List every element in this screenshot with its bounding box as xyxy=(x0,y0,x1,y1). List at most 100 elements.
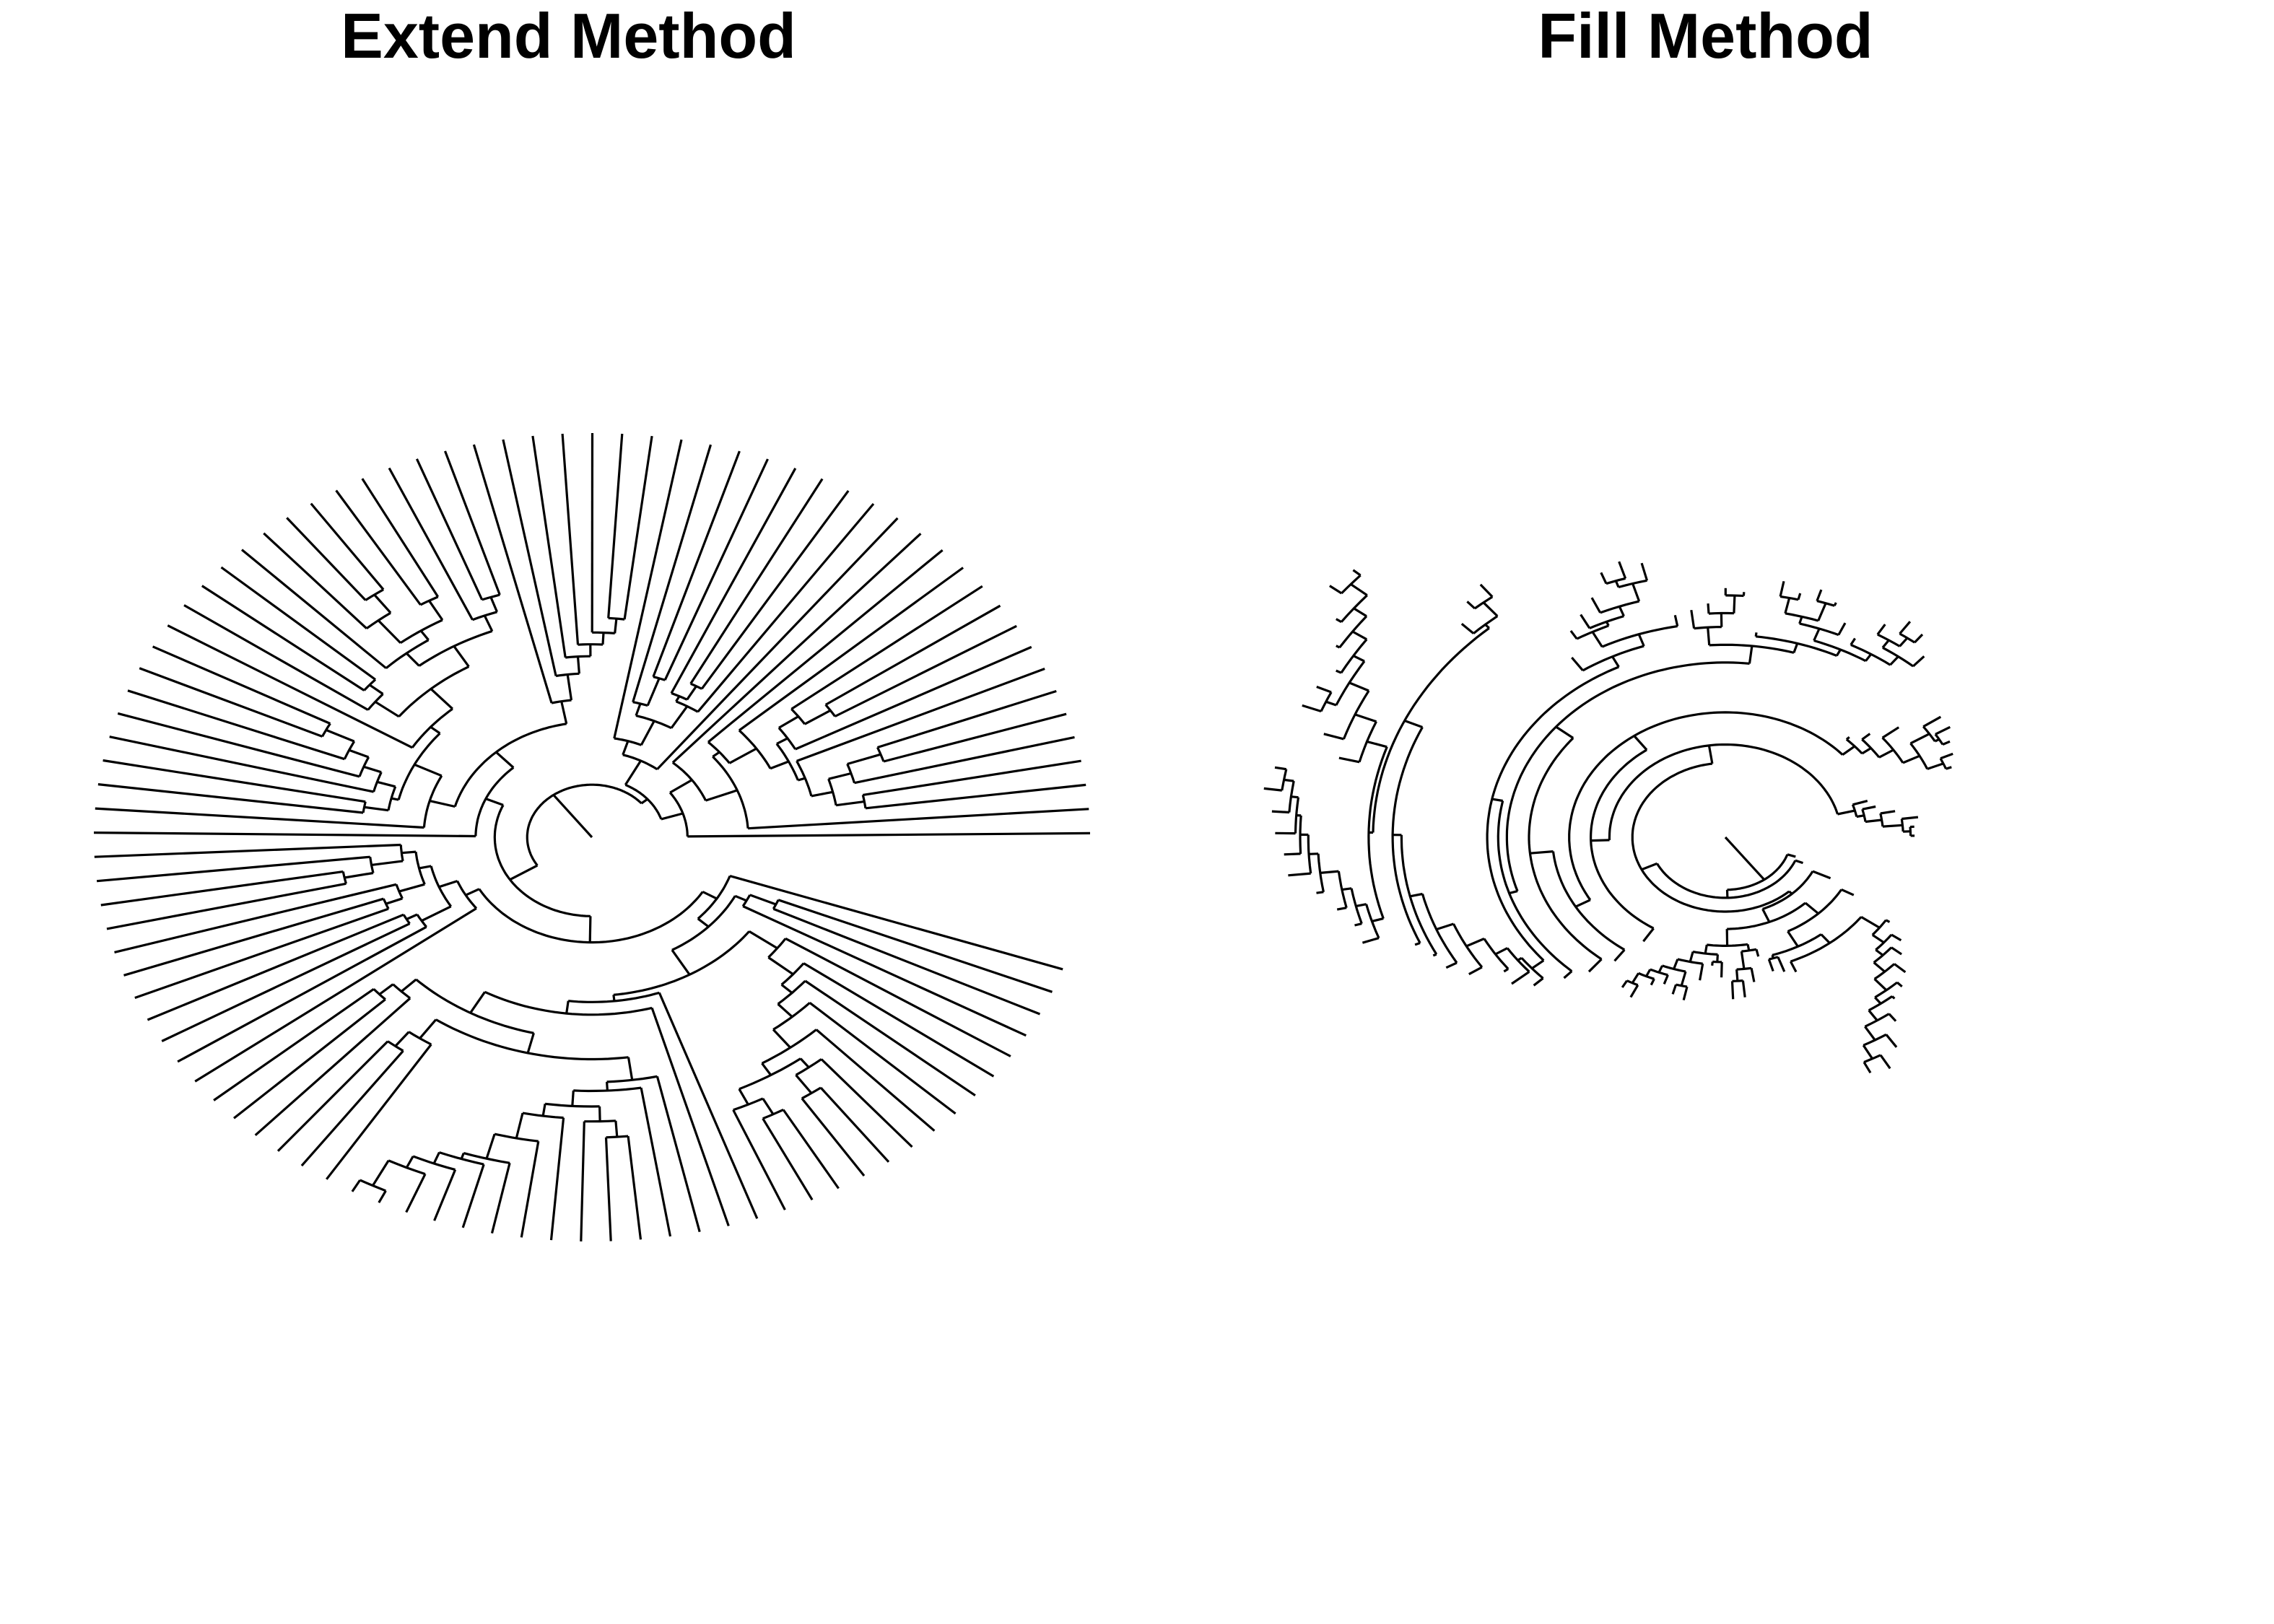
internal-branch xyxy=(576,656,580,674)
tip-branch xyxy=(1888,1013,1897,1022)
tip-branch xyxy=(326,1044,432,1180)
internal-branch xyxy=(1784,598,1791,614)
tip-branch xyxy=(796,668,1045,762)
tip-branch xyxy=(687,831,1091,838)
tip-branch xyxy=(1894,963,1907,974)
internal-branch xyxy=(1813,628,1821,642)
tip-branch xyxy=(1336,645,1341,649)
tip-branch xyxy=(1511,970,1530,985)
clade-arc xyxy=(1868,995,1893,1012)
internal-branch xyxy=(429,800,456,808)
internal-branch xyxy=(686,685,697,701)
internal-branch xyxy=(712,751,720,758)
tip-branch xyxy=(127,689,345,761)
tip-branch xyxy=(1861,733,1871,741)
tip-branch xyxy=(1912,655,1925,668)
clade-arc xyxy=(777,979,806,1005)
clade-arc xyxy=(373,772,383,793)
internal-branch xyxy=(1856,814,1865,818)
internal-branch xyxy=(495,751,515,769)
internal-branch xyxy=(1641,862,1658,871)
clade-arc xyxy=(592,631,615,634)
internal-branch xyxy=(640,798,648,805)
tip-branch xyxy=(785,937,1011,1057)
tip-branch xyxy=(300,1049,404,1167)
tip-branch xyxy=(1503,968,1510,973)
clade-arc xyxy=(555,672,580,678)
internal-branch xyxy=(770,760,790,770)
internal-branch xyxy=(1354,713,1377,723)
internal-branch xyxy=(1733,595,1736,614)
internal-branch xyxy=(1704,944,1708,954)
internal-branch xyxy=(1735,969,1739,982)
internal-branch xyxy=(835,800,865,807)
tip-branch xyxy=(1663,974,1669,985)
clade-arc xyxy=(1320,691,1333,712)
internal-branch xyxy=(1761,908,1771,923)
tip-branch xyxy=(742,905,1027,1037)
clade-arc xyxy=(398,665,470,717)
clade-arc xyxy=(1864,1013,1890,1028)
clade-arc xyxy=(1299,815,1302,854)
internal-branch xyxy=(811,790,833,798)
clade-arc xyxy=(1589,615,1624,629)
internal-branch xyxy=(385,897,403,905)
tip-branch xyxy=(809,1002,957,1115)
internal-branch xyxy=(1320,870,1339,874)
tip-branch xyxy=(863,759,1081,796)
internal-branch xyxy=(640,720,655,746)
clade-arc xyxy=(1873,963,1896,980)
clade-arc xyxy=(1725,594,1744,598)
internal-branch xyxy=(761,1062,772,1076)
clade-arc xyxy=(1307,834,1312,874)
clade-arc xyxy=(772,1002,811,1031)
clade-arc xyxy=(341,871,347,884)
internal-branch xyxy=(405,652,420,667)
internal-branch xyxy=(377,780,396,788)
clade-arc xyxy=(551,699,572,704)
clade-arc xyxy=(1899,632,1916,644)
clade-arc xyxy=(1618,579,1647,589)
clade-arc xyxy=(1694,626,1722,630)
internal-branch xyxy=(1899,637,1909,647)
fill-method-panel: Fill Method xyxy=(1137,0,2274,1624)
internal-branch xyxy=(1494,947,1508,956)
internal-branch xyxy=(432,1151,440,1164)
tip-branch xyxy=(1640,562,1649,581)
clade-arc xyxy=(1600,600,1639,614)
internal-branch xyxy=(762,1098,775,1115)
internal-branch xyxy=(1611,655,1620,668)
internal-branch xyxy=(1645,969,1652,977)
tip-branch xyxy=(1850,637,1856,646)
tip-branch xyxy=(502,439,557,676)
tip-branch xyxy=(1571,656,1584,671)
tip-branch xyxy=(1587,958,1603,973)
tip-branch xyxy=(627,1135,642,1240)
internal-branch xyxy=(1509,890,1518,895)
tip-branch xyxy=(1284,852,1301,856)
clade-arc xyxy=(1358,720,1377,763)
clade-arc xyxy=(471,611,497,621)
tip-branch xyxy=(655,1075,701,1233)
internal-branch xyxy=(797,777,806,782)
clade-arc xyxy=(415,978,534,1034)
tip-branch xyxy=(748,808,1089,830)
clade-arc xyxy=(362,801,367,813)
internal-branch xyxy=(1861,747,1872,755)
clade-arc xyxy=(1881,736,1904,764)
clade-arc xyxy=(1372,627,1490,833)
tip-branch xyxy=(772,907,1041,1016)
clade-arc xyxy=(632,701,648,707)
internal-branch xyxy=(1787,930,1799,948)
tip-branch xyxy=(139,667,323,738)
tip-branch xyxy=(815,1029,936,1132)
internal-branch xyxy=(1878,748,1894,759)
internal-branch xyxy=(391,797,399,801)
tip-branch xyxy=(263,532,367,629)
internal-branch xyxy=(1555,725,1574,739)
internal-branch xyxy=(1590,839,1610,842)
clade-arc xyxy=(365,611,391,630)
internal-branch xyxy=(1873,961,1886,973)
clade-arc xyxy=(1934,733,1944,746)
tip-branch xyxy=(1569,629,1578,640)
